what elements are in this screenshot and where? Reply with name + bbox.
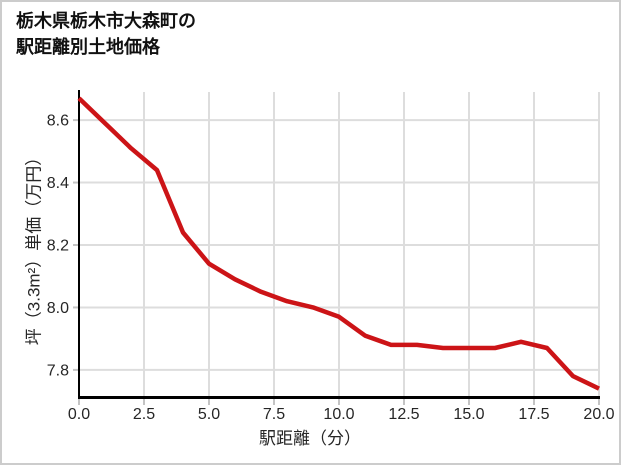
x-tick-label: 0.0 xyxy=(68,406,90,423)
page-title-line-2: 駅距離別土地価格 xyxy=(16,37,160,57)
x-tick-label: 12.5 xyxy=(388,406,419,423)
x-axis-title: 駅距離（分） xyxy=(259,429,361,448)
page-title-line-1: 栃木県栃木市大森町の xyxy=(16,11,196,31)
y-tick-label: 8.4 xyxy=(47,175,69,192)
y-axis-title: 坪（3.3m²）単価（万円） xyxy=(24,148,44,346)
y-tick-label: 8.2 xyxy=(47,238,69,255)
x-tick-label: 7.5 xyxy=(263,406,285,423)
x-tick-label: 5.0 xyxy=(198,406,220,423)
page-title: 栃木県栃木市大森町の 駅距離別土地価格 xyxy=(16,8,196,60)
x-tick-label: 10.0 xyxy=(323,406,354,423)
price-line xyxy=(77,96,600,391)
x-tick-label: 15.0 xyxy=(453,406,484,423)
x-tick-label: 2.5 xyxy=(133,406,155,423)
x-tick-label: 17.5 xyxy=(518,406,549,423)
x-tick-label: 20.0 xyxy=(583,406,614,423)
y-tick-label: 7.8 xyxy=(47,362,69,379)
y-tick-label: 8.0 xyxy=(47,300,69,317)
y-tick-label: 8.6 xyxy=(47,113,69,130)
